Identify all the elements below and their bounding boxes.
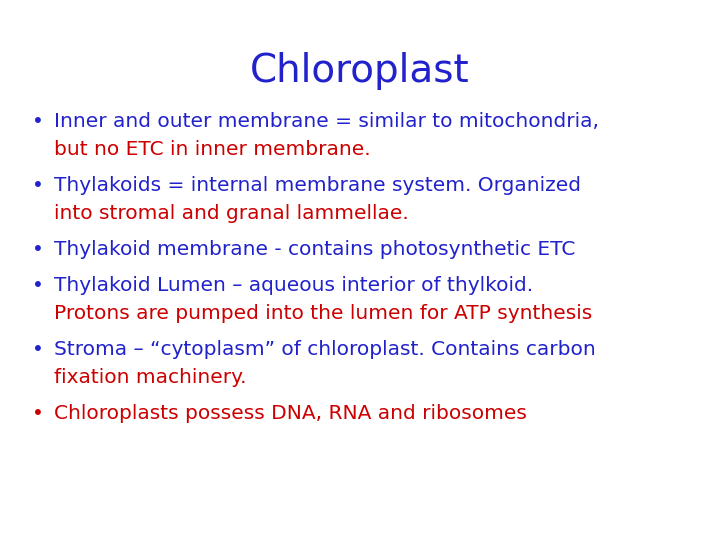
Text: Protons are pumped into the lumen for ATP synthesis: Protons are pumped into the lumen for AT… (54, 304, 593, 323)
Text: Thylakoid Lumen – aqueous interior of thylkoid.: Thylakoid Lumen – aqueous interior of th… (54, 276, 533, 295)
Text: but no ETC in inner membrane.: but no ETC in inner membrane. (54, 140, 371, 159)
Text: Thylakoids = internal membrane system. Organized: Thylakoids = internal membrane system. O… (54, 176, 581, 195)
Text: Chloroplasts possess DNA, RNA and ribosomes: Chloroplasts possess DNA, RNA and riboso… (54, 404, 527, 423)
Text: •: • (32, 340, 44, 359)
Text: Thylakoid membrane - contains photosynthetic ETC: Thylakoid membrane - contains photosynth… (54, 240, 575, 259)
Text: •: • (32, 404, 44, 423)
Text: •: • (32, 112, 44, 131)
Text: •: • (32, 240, 44, 259)
Text: •: • (32, 176, 44, 195)
Text: fixation machinery.: fixation machinery. (54, 368, 246, 387)
Text: into stromal and granal lammellae.: into stromal and granal lammellae. (54, 204, 409, 223)
Text: Stroma – “cytoplasm” of chloroplast. Contains carbon: Stroma – “cytoplasm” of chloroplast. Con… (54, 340, 595, 359)
Text: Inner and outer membrane = similar to mitochondria,: Inner and outer membrane = similar to mi… (54, 112, 599, 131)
Text: Chloroplast: Chloroplast (250, 52, 470, 90)
Text: •: • (32, 276, 44, 295)
